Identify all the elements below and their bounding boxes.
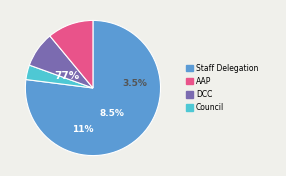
Legend: Staff Delegation, AAP, DCC, Council: Staff Delegation, AAP, DCC, Council xyxy=(185,62,260,114)
Text: 3.5%: 3.5% xyxy=(122,79,147,89)
Wedge shape xyxy=(29,36,93,88)
Text: 11%: 11% xyxy=(72,125,94,134)
Wedge shape xyxy=(25,20,160,156)
Text: 8.5%: 8.5% xyxy=(100,109,124,118)
Wedge shape xyxy=(50,20,93,88)
Wedge shape xyxy=(26,65,93,88)
Text: 77%: 77% xyxy=(55,71,80,81)
